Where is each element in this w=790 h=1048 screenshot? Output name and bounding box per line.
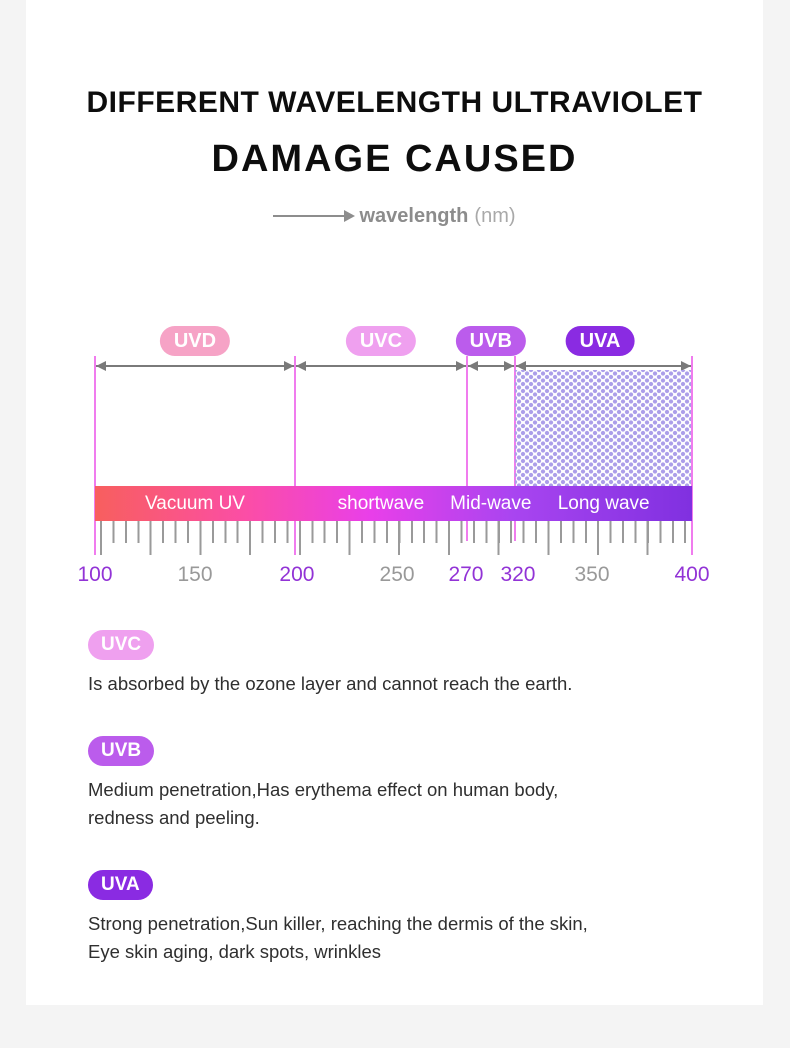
scale-label-200: 200 <box>279 563 315 586</box>
range-arrow-uvd <box>95 361 295 371</box>
scale-label-150: 150 <box>177 563 213 586</box>
scale-label-250: 250 <box>379 563 415 586</box>
section-uvc-line1: Is absorbed by the ozone layer and canno… <box>88 673 573 694</box>
ruler-mark-400 <box>691 521 693 555</box>
range-arrow-uvb <box>466 361 515 371</box>
section-uva-line1: Strong penetration,Sun killer, reaching … <box>88 913 588 934</box>
range-arrow-uva <box>514 361 692 371</box>
marker-line-270 <box>465 356 468 521</box>
explanations: UVC Is absorbed by the ozone layer and c… <box>88 630 708 1004</box>
bar-label-shortwave: shortwave <box>337 493 425 514</box>
band-pill-uvd: UVD <box>159 326 231 356</box>
bar-label-vacuum-uv: Vacuum UV <box>145 493 245 514</box>
page-title-line2: DAMAGE CAUSED <box>211 138 578 180</box>
section-uva: UVA Strong penetration,Sun killer, reach… <box>88 870 708 966</box>
axis-caption: wavelength (nm) <box>26 203 763 229</box>
bar-label-long-wave: Long wave <box>557 493 650 514</box>
content-card: DIFFERENT WAVELENGTH ULTRAVIOLET DAMAGE … <box>26 0 763 1005</box>
axis-label: wavelength <box>359 204 469 227</box>
ruler-mark-200 <box>293 521 296 555</box>
ruler-mark-100 <box>94 521 96 555</box>
section-pill-uvc: UVC <box>88 630 155 660</box>
section-pill-uva: UVA <box>88 870 153 900</box>
spectrum-gradient-bar <box>95 486 692 521</box>
scale-label-270: 270 <box>448 563 484 586</box>
band-pill-uva: UVA <box>565 326 635 356</box>
page-title-line1: DIFFERENT WAVELENGTH ULTRAVIOLET <box>86 86 703 119</box>
marker-line-200 <box>293 356 296 521</box>
scale-label-400: 400 <box>674 563 710 586</box>
section-uva-line2: Eye skin aging, dark spots, wrinkles <box>88 941 382 962</box>
marker-line-100 <box>94 356 96 521</box>
section-uvb: UVB Medium penetration,Has erythema effe… <box>88 736 708 832</box>
section-uvb-line2: redness and peeling. <box>88 807 260 828</box>
band-pill-uvc: UVC <box>345 326 417 356</box>
ruler-mark-270 <box>465 521 468 541</box>
scale-label-350: 350 <box>574 563 610 586</box>
wavelength-diagram: UVD UVC UVB UVA Vacuum UV shortwave Mid-… <box>77 320 710 600</box>
section-pill-uvb: UVB <box>88 736 155 766</box>
axis-unit: (nm) <box>474 204 516 227</box>
range-arrow-uvc <box>294 361 467 371</box>
uva-hatched-area <box>514 370 691 486</box>
scale-label-320: 320 <box>500 563 536 586</box>
ruler-mark-320 <box>513 521 516 541</box>
section-uvb-line1: Medium penetration,Has erythema effect o… <box>88 779 559 800</box>
bar-label-mid-wave: Mid-wave <box>450 493 532 514</box>
right-arrow-icon <box>273 210 356 222</box>
band-pill-uvb: UVB <box>455 326 526 356</box>
section-uvc: UVC Is absorbed by the ozone layer and c… <box>88 630 708 698</box>
scale-label-100: 100 <box>77 563 113 586</box>
ruler-major-ticks <box>100 521 692 555</box>
marker-line-400 <box>691 356 693 521</box>
